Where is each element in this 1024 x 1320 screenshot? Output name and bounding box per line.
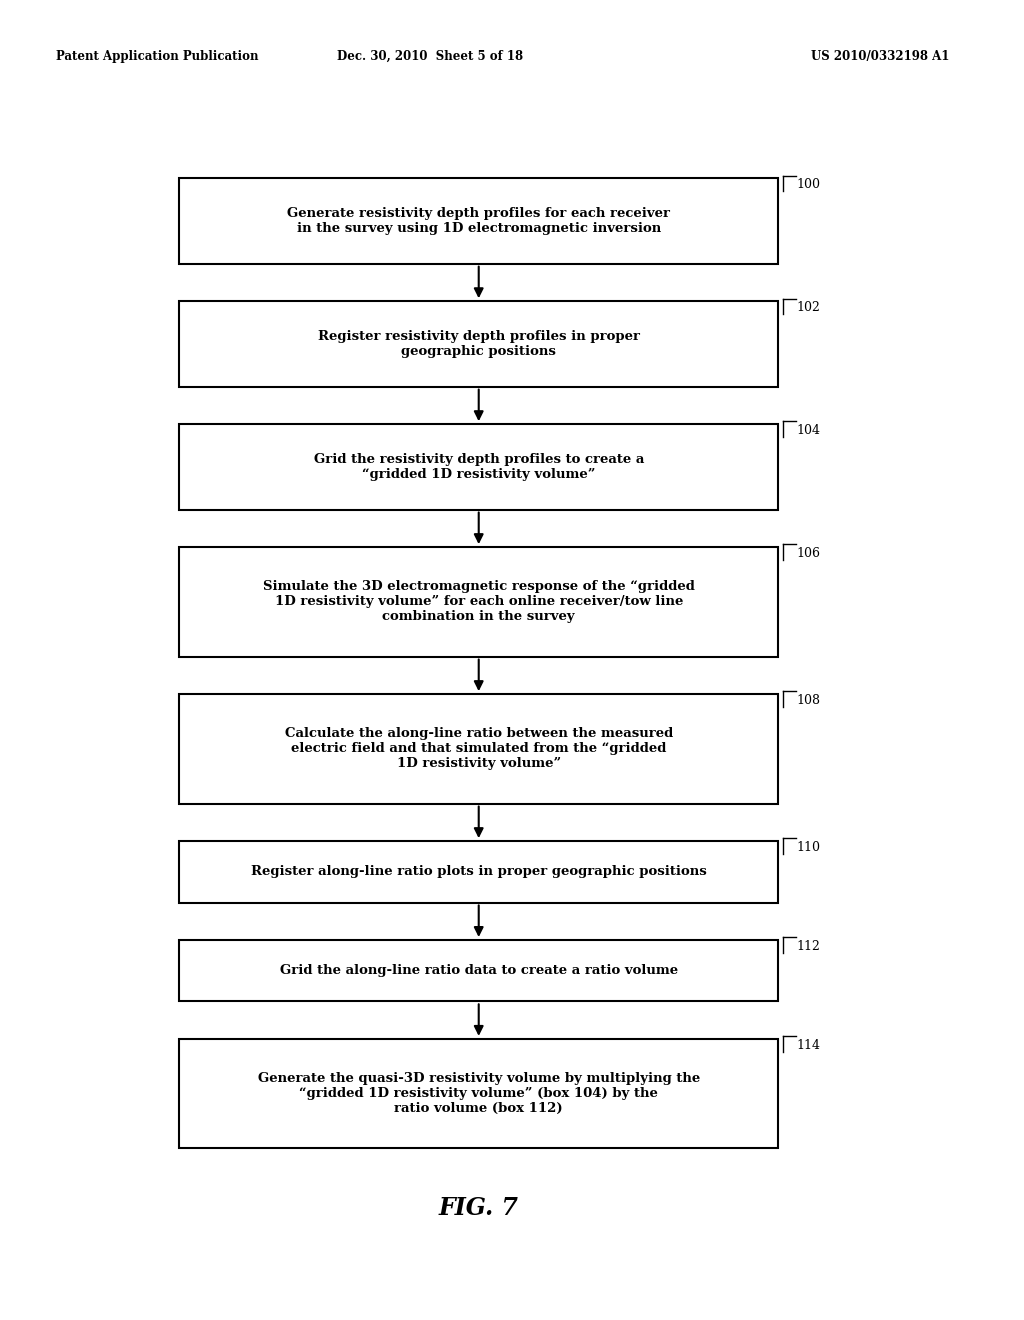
Text: 102: 102	[797, 301, 820, 314]
Bar	[179, 546, 778, 656]
Text: Generate the quasi-3D resistivity volume by multiplying the
“gridded 1D resistiv: Generate the quasi-3D resistivity volume…	[258, 1072, 699, 1115]
Text: 114: 114	[797, 1039, 820, 1052]
Text: US 2010/0332198 A1: US 2010/0332198 A1	[811, 50, 950, 63]
Text: 106: 106	[797, 546, 820, 560]
Text: 110: 110	[797, 841, 820, 854]
Text: Simulate the 3D electromagnetic response of the “gridded
1D resistivity volume” : Simulate the 3D electromagnetic response…	[263, 581, 694, 623]
Bar	[179, 424, 778, 510]
Bar	[179, 301, 778, 387]
Text: Patent Application Publication: Patent Application Publication	[56, 50, 259, 63]
Bar	[179, 1039, 778, 1148]
Text: FIG. 7: FIG. 7	[438, 1196, 519, 1220]
Text: Generate resistivity depth profiles for each receiver
in the survey using 1D ele: Generate resistivity depth profiles for …	[287, 207, 671, 235]
Bar	[179, 940, 778, 1002]
Text: 104: 104	[797, 424, 820, 437]
Text: Calculate the along-line ratio between the measured
electric field and that simu: Calculate the along-line ratio between t…	[285, 727, 673, 771]
Text: Dec. 30, 2010  Sheet 5 of 18: Dec. 30, 2010 Sheet 5 of 18	[337, 50, 523, 63]
Bar	[179, 178, 778, 264]
Text: Grid the resistivity depth profiles to create a
“gridded 1D resistivity volume”: Grid the resistivity depth profiles to c…	[313, 453, 644, 480]
Text: 108: 108	[797, 694, 820, 708]
Text: Register resistivity depth profiles in proper
geographic positions: Register resistivity depth profiles in p…	[317, 330, 640, 358]
Text: 112: 112	[797, 940, 820, 953]
Text: Register along-line ratio plots in proper geographic positions: Register along-line ratio plots in prope…	[251, 866, 707, 878]
Text: 100: 100	[797, 178, 820, 191]
Bar	[179, 841, 778, 903]
Bar	[179, 694, 778, 804]
Text: Grid the along-line ratio data to create a ratio volume: Grid the along-line ratio data to create…	[280, 964, 678, 977]
